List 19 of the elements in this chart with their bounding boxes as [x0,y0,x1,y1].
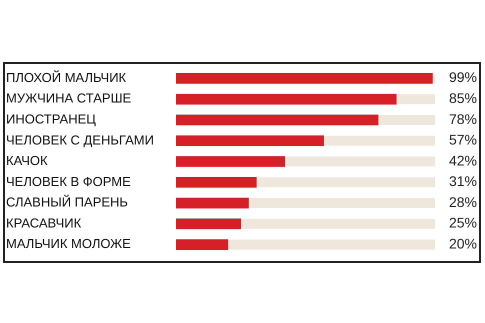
y-tick-label: МАЛЬЧИК МОЛОЖЕ [6,236,132,252]
data-label: 99% [448,69,477,86]
data-label: 57% [448,132,477,148]
data-label: 28% [448,194,477,210]
y-tick-label: КАЧОК [6,153,48,168]
data-label: 25% [448,214,477,231]
data-label: 42% [448,152,477,168]
y-tick-label: МУЖЧИНА СТАРШЕ [6,90,132,106]
data-label: 78% [448,110,477,127]
y-tick-label: ИНОСТРАНЕЦ [6,112,96,127]
data-label: 31% [448,173,477,190]
y-tick-label: СЛАВНЫЙ ПАРЕНЬ [6,194,128,210]
bar [176,239,228,250]
data-label: 85% [448,90,477,106]
y-tick-label: КРАСАВЧИК [6,215,82,230]
y-tick-label: ПЛОХОЙ МАЛЬЧИК [6,70,127,85]
y-tick-label: ЧЕЛОВЕК С ДЕНЬГАМИ [6,132,154,148]
y-tick-label: ЧЕЛОВЕК В ФОРМЕ [6,174,132,189]
data-label: 20% [448,235,477,252]
